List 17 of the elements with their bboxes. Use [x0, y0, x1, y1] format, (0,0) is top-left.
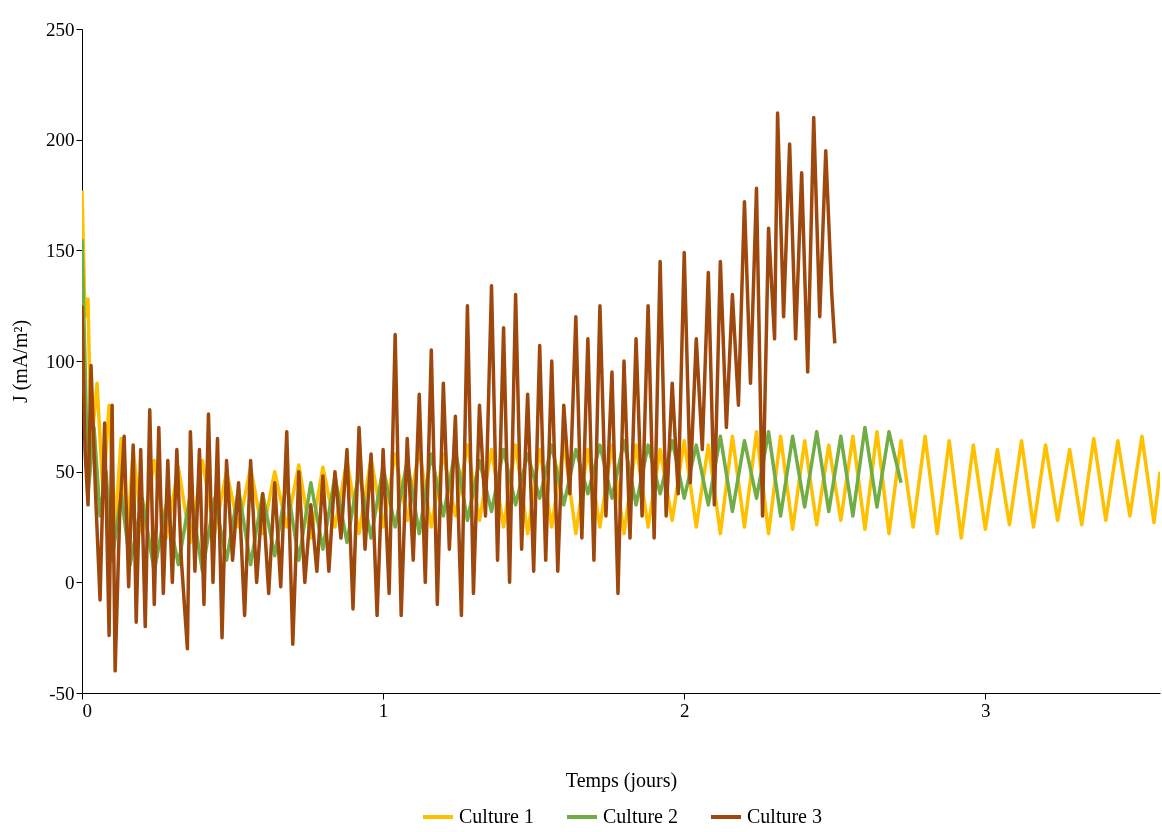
y-tick-label: 250 [46, 18, 75, 40]
legend-label: Culture 3 [747, 805, 822, 827]
legend-label: Culture 2 [603, 805, 678, 827]
x-tick-label: 2 [679, 699, 690, 721]
y-tick-label: 100 [46, 350, 75, 372]
y-tick-label: -50 [49, 682, 75, 704]
y-tick-label: 200 [46, 129, 75, 151]
x-tick-label: 3 [981, 699, 991, 721]
x-axis-title: Temps (jours) [565, 768, 678, 792]
x-tick-label: 0 [82, 699, 92, 721]
y-tick-label: 150 [46, 239, 75, 261]
legend-label: Culture 1 [459, 805, 534, 827]
y-axis-title: J (mA/m²) [9, 319, 32, 404]
y-tick-label: 0 [65, 571, 75, 593]
y-tick-label: 50 [55, 461, 75, 483]
line-series [82, 111, 837, 673]
x-tick-label: 1 [378, 699, 389, 721]
